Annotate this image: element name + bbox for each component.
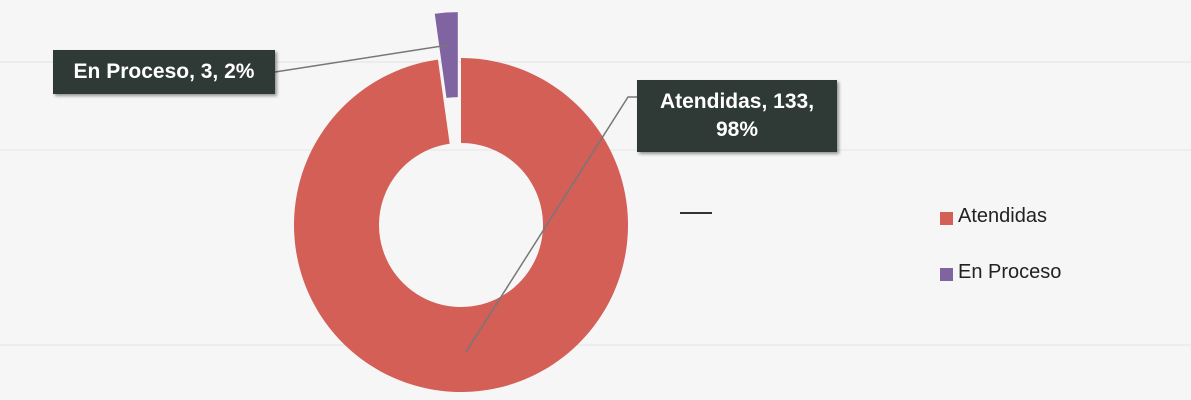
legend-swatch	[940, 268, 953, 281]
legend-swatch	[940, 212, 953, 225]
donut-slice	[434, 12, 458, 98]
leader-line	[274, 44, 450, 73]
legend-label: Atendidas	[958, 205, 1047, 227]
leader-line	[465, 96, 640, 353]
donut-slice	[294, 58, 629, 392]
legend-label: En Proceso	[958, 261, 1062, 283]
data-label: Atendidas, 133, 98%	[637, 80, 837, 152]
data-label: En Proceso, 3, 2%	[53, 50, 275, 94]
